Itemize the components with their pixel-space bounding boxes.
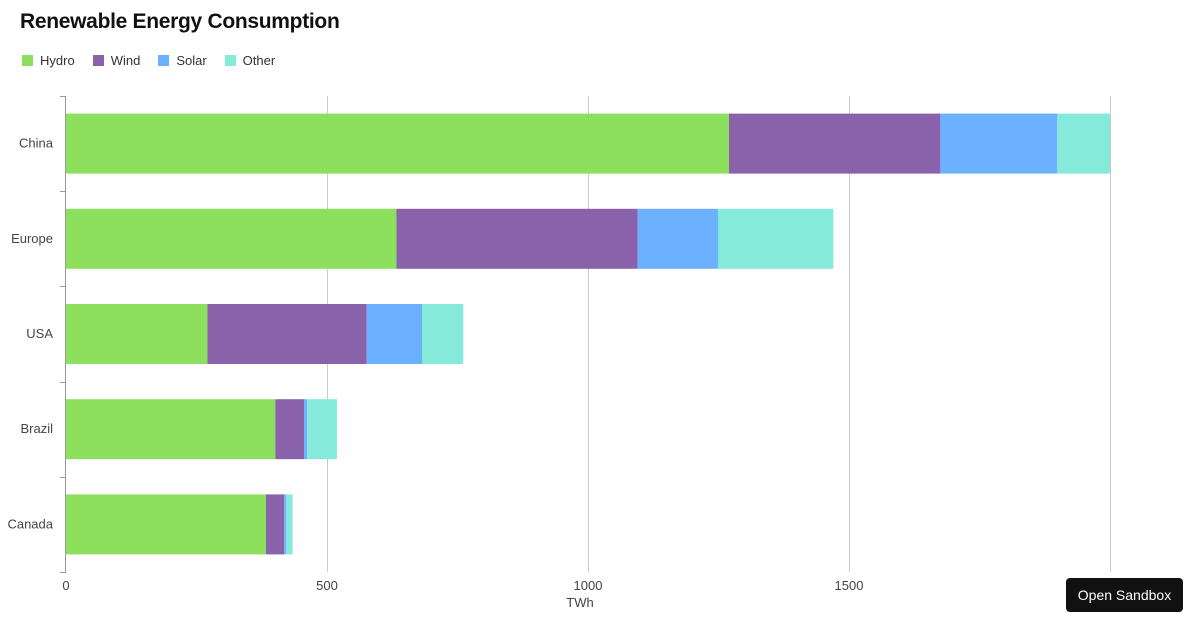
bar-china-solar — [940, 113, 1058, 174]
legend-label-solar: Solar — [176, 53, 207, 68]
bar-usa-hydro — [66, 304, 208, 364]
legend-item-solar[interactable]: Solar — [158, 53, 207, 68]
bar-usa-wind — [207, 304, 367, 364]
chart-title: Renewable Energy Consumption — [20, 10, 340, 33]
x-tick-label-2: 1000 — [574, 578, 603, 593]
legend: Hydro Wind Solar Other — [22, 53, 293, 68]
bar-europe-solar — [637, 208, 718, 269]
bar-europe-wind — [396, 208, 638, 269]
bar-canada-hydro — [66, 494, 266, 555]
category-label-china: China — [19, 136, 54, 151]
legend-swatch-other — [224, 55, 236, 66]
bar-china-hydro — [66, 113, 729, 174]
bar-europe-other — [717, 208, 834, 269]
legend-swatch-hydro — [22, 55, 33, 66]
bar-brazil-other — [307, 399, 337, 460]
legend-label-hydro: Hydro — [40, 53, 75, 68]
x-axis-label: TWh — [566, 595, 593, 610]
category-label-canada: Canada — [7, 516, 53, 531]
bar-china-wind — [728, 113, 941, 174]
bar-canada-other — [286, 494, 293, 555]
legend-label-other: Other — [242, 53, 276, 68]
bar-europe-hydro — [66, 208, 397, 269]
x-tick-label-1: 500 — [316, 578, 338, 593]
category-label-brazil: Brazil — [20, 421, 53, 436]
x-tick-label-3: 1500 — [835, 578, 864, 593]
category-label-europe: Europe — [11, 231, 53, 246]
legend-item-other[interactable]: Other — [224, 53, 276, 68]
bar-china-other — [1057, 113, 1110, 174]
open-sandbox-button[interactable]: Open Sandbox — [1066, 578, 1183, 612]
bar-usa-solar — [366, 304, 423, 364]
legend-swatch-wind — [92, 55, 104, 66]
legend-swatch-solar — [158, 55, 170, 66]
bar-brazil-solar — [304, 399, 308, 460]
legend-item-wind[interactable]: Wind — [92, 53, 141, 68]
category-label-usa: USA — [26, 326, 53, 341]
bar-brazil-wind — [275, 399, 305, 460]
legend-item-hydro[interactable]: Hydro — [22, 53, 75, 68]
x-tick-label-0: 0 — [62, 578, 69, 593]
bar-brazil-hydro — [66, 399, 276, 460]
bar-usa-other — [422, 304, 464, 364]
legend-label-wind: Wind — [110, 53, 141, 68]
bar-canada-solar — [284, 494, 287, 555]
bar-canada-wind — [265, 494, 285, 555]
